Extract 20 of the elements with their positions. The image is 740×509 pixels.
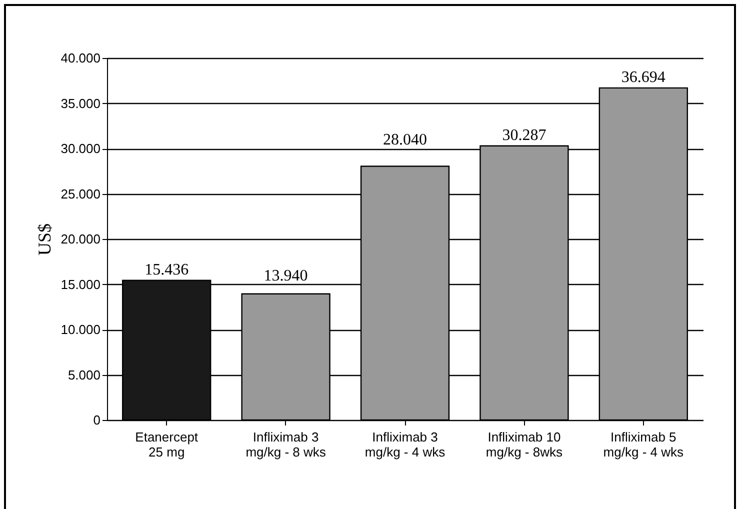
y-tick-label: 40.000 (60, 50, 100, 66)
y-tick-label: 5.000 (68, 367, 100, 382)
data-label: 36.694 (621, 68, 666, 86)
x-tick-label: Infliximab 10 mg/kg - 8wks (486, 430, 563, 460)
x-tick-label: Etanercept 25 mg (135, 430, 198, 460)
data-label: 28.040 (383, 132, 427, 148)
y-tick-label: 30.000 (60, 141, 100, 156)
x-tick-label: Infliximab 5 mg/kg - 4 wks (603, 430, 684, 460)
y-tick-label: 25.000 (60, 186, 100, 202)
y-tick-label: 20.000 (60, 232, 100, 246)
y-tick-label: 35.000 (60, 96, 100, 111)
y-axis-title: US$ (34, 223, 55, 256)
y-tick-label: 15.000 (60, 276, 100, 292)
y-tick-label: 10.000 (60, 322, 100, 337)
data-label: 15.436 (144, 261, 189, 278)
x-tick-label: Infliximab 3 mg/kg - 4 wks (364, 430, 446, 460)
data-label: 13.940 (264, 267, 308, 284)
y-tick-label: 0 (93, 412, 100, 428)
data-label: 30.287 (502, 126, 546, 144)
x-tick-label: Infliximab 3 mg/kg - 8 wks (246, 430, 326, 460)
